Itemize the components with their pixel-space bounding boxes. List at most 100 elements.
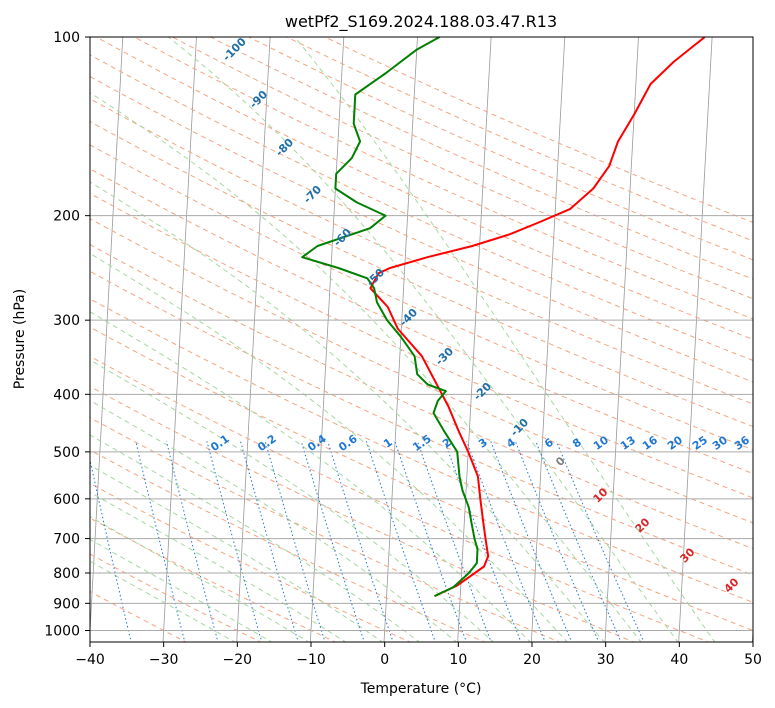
mixing-ratio-line — [514, 441, 600, 642]
x-tick-label: −30 — [149, 652, 179, 668]
moist-adiabat-line — [90, 311, 531, 642]
dry-adiabat-line — [90, 355, 710, 642]
moist-adiabat-label: 0 — [553, 454, 568, 469]
mixing-ratio-label: 6 — [542, 435, 556, 450]
moist-adiabat-line — [90, 92, 642, 642]
dry-adiabat-line — [209, 37, 753, 280]
y-tick-label: 400 — [53, 387, 80, 403]
mixing-ratio-label: 30 — [710, 433, 730, 453]
mixing-ratio-label: 20 — [665, 433, 685, 453]
dry-adiabat-label: -50 — [364, 266, 387, 289]
mixing-ratio-label: 16 — [640, 433, 660, 453]
moist-adiabat-line — [90, 464, 384, 642]
dry-adiabat-line — [90, 482, 412, 642]
mixing-ratio-line — [206, 441, 263, 642]
dry-adiabat-label: -60 — [331, 226, 354, 249]
moist-adiabat-line — [90, 560, 236, 642]
line-labels: -100-90-80-70-60-50-40-30-20-100.1 0.2 0.4… — [208, 35, 752, 596]
moist-adiabat-line — [90, 399, 458, 642]
mixing-ratio-line — [394, 441, 467, 642]
mixing-ratio-line — [300, 441, 365, 642]
axis-ticks: −40 −30 −20 −10 0 10 20 30 40 5010020030040050060… — [44, 30, 762, 668]
y-tick-label: 500 — [53, 445, 80, 461]
x-tick-label: 10 — [449, 652, 467, 668]
isotherm-line — [604, 37, 639, 642]
moist-adiabat-label: 40 — [722, 575, 742, 595]
dry-adiabat-line — [90, 75, 753, 383]
moist-adiabat-line — [90, 516, 310, 642]
moist-adiabat-line — [167, 37, 679, 642]
mixing-ratio-line — [264, 441, 326, 642]
dry-adiabat-line — [90, 517, 337, 642]
y-tick-label: 700 — [53, 532, 80, 548]
y-tick-label: 600 — [53, 492, 80, 508]
dry-adiabat-line — [323, 37, 753, 223]
dry-adiabat-label: -20 — [471, 380, 494, 403]
mixing-ratio-label: 0.6 — [336, 432, 360, 454]
mixing-ratio-line — [365, 441, 436, 642]
isotherm-line — [90, 37, 124, 638]
dry-adiabat-line — [90, 54, 753, 362]
dry-adiabat-line — [90, 120, 753, 428]
x-tick-label: 30 — [597, 652, 615, 668]
mixing-ratio-line — [135, 441, 186, 642]
y-tick-label: 200 — [53, 209, 80, 225]
isotherm-line — [457, 37, 492, 642]
dry-adiabat-line — [90, 98, 753, 405]
x-tick-label: −10 — [296, 652, 326, 668]
y-tick-label: 300 — [53, 313, 80, 329]
x-tick-label: −20 — [223, 652, 253, 668]
dry-adiabat-line — [90, 144, 753, 451]
dewpoint-profile-line — [301, 37, 479, 598]
isotherm-line — [383, 37, 418, 642]
x-tick-label: 20 — [523, 652, 541, 668]
isotherm-line — [236, 37, 271, 642]
mixing-ratio-label: 10 — [591, 433, 611, 453]
mixing-ratio-line — [555, 441, 645, 642]
dry-adiabat-line — [90, 385, 635, 642]
dry-adiabat-line — [90, 218, 753, 524]
dry-adiabat-line — [90, 326, 753, 632]
isotherm-line — [678, 37, 713, 642]
x-tick-label: 50 — [744, 652, 762, 668]
dry-adiabat-line — [247, 37, 753, 261]
mixing-ratio-label: 0.4 — [305, 432, 329, 454]
dry-adiabat-label: -100 — [220, 35, 249, 64]
dry-adiabat-line — [95, 37, 753, 341]
plot-frame — [89, 36, 754, 643]
mixing-ratio-line — [490, 441, 573, 642]
x-axis-label: Temperature (°C) — [360, 681, 482, 697]
y-tick-label: 1000 — [44, 624, 80, 640]
moist-adiabat-line — [90, 434, 421, 642]
dry-adiabat-line — [133, 37, 753, 320]
mixing-ratio-label: 1 — [381, 436, 395, 451]
y-axis-label: Pressure (hPa) — [12, 289, 28, 389]
pressure-gridlines — [90, 37, 753, 631]
mixing-ratio-label: 0.2 — [255, 432, 278, 454]
x-tick-label: −40 — [75, 652, 105, 668]
mixing-ratio-line — [535, 441, 622, 642]
x-tick-label: 40 — [670, 652, 688, 668]
y-tick-label: 800 — [53, 566, 80, 582]
mixing-ratio-label: 3 — [476, 436, 490, 451]
dry-adiabat-label: -30 — [433, 345, 456, 368]
moist-adiabat-line — [90, 491, 347, 642]
mixing-ratio-label: 36 — [732, 433, 752, 453]
mixing-ratio-label: 25 — [690, 433, 710, 452]
moist-adiabat-line — [294, 37, 716, 642]
mixing-ratio-line — [166, 441, 219, 642]
chart-title: wetPf2_S169.2024.188.03.47.R13 — [285, 12, 557, 32]
mixing-ratio-label: 13 — [618, 433, 638, 452]
dry-adiabat-label: -70 — [301, 183, 324, 206]
dry-adiabat-line — [90, 270, 753, 576]
y-tick-label: 900 — [53, 596, 80, 612]
dry-adiabat-line — [285, 37, 753, 242]
mixing-ratio-label: 1.5 — [410, 432, 433, 454]
mixing-ratio-line — [90, 457, 132, 642]
isotherm-line — [751, 623, 753, 642]
moist-adiabat-line — [90, 539, 273, 642]
moist-adiabat-label: 30 — [678, 545, 698, 565]
temperature-profile-line — [369, 37, 706, 598]
mixing-ratio-label: 0.1 — [208, 432, 231, 454]
